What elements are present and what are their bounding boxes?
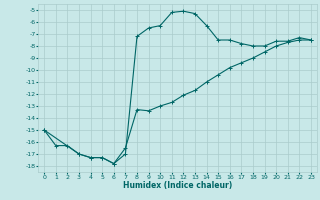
X-axis label: Humidex (Indice chaleur): Humidex (Indice chaleur): [123, 181, 232, 190]
